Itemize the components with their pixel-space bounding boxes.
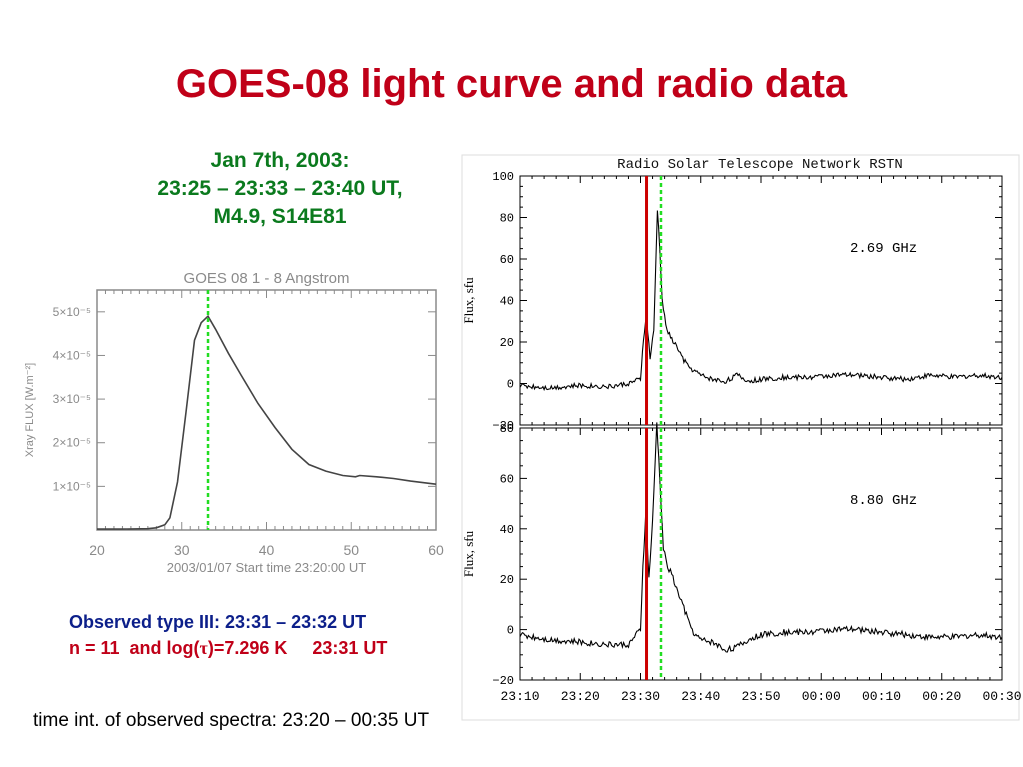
radio-880ghz-flux-trace [519, 422, 1003, 653]
radio-880ghz-y-tick-label: 0 [507, 624, 514, 638]
radio-269ghz-y-tick-label: 80 [500, 212, 514, 226]
radio-880ghz-y-tick-label: 80 [500, 422, 514, 436]
observed-type-iii: Observed type III: 23:31 – 23:32 UT [69, 612, 367, 632]
goes-plot-frame [96, 289, 437, 531]
spectra-time-note: time int. of observed spectra: 23:20 – 0… [33, 710, 430, 731]
radio-269ghz-flux-trace [519, 210, 1003, 392]
radio-880ghz-y-axis-label: Flux, sfu [461, 530, 476, 577]
tau-symbol: τ [199, 638, 208, 658]
goes-y-tick-label: 4×10⁻⁵ [53, 348, 91, 362]
radio-880ghz-x-tick-label: 00:10 [862, 689, 901, 704]
radio-269ghz-y-tick-label: 0 [507, 378, 514, 392]
radio-269ghz-y-tick-label: 40 [500, 295, 514, 309]
goes-x-tick-label: 60 [428, 542, 444, 558]
goes-y-tick-label: 1×10⁻⁵ [53, 479, 91, 493]
brightness-temperature-line: n = 11 and log(τ)=7.296 K 23:31 UT [69, 638, 387, 659]
slide-title: GOES-08 light curve and radio data [175, 62, 848, 106]
radio-269ghz-y-axis-label: Flux, sfu [461, 277, 476, 324]
goes-x-tick-label: 20 [89, 542, 105, 558]
radio-figure-border [461, 154, 1020, 721]
n-value: n = 11 and log( [69, 638, 200, 658]
radio-880ghz-x-tick-label: 23:30 [621, 689, 660, 704]
event-class-location: M4.9, S14E81 [213, 205, 347, 228]
goes-x-tick-label: 50 [343, 542, 359, 558]
goes-y-tick-label: 3×10⁻⁵ [53, 392, 91, 406]
radio-880ghz-y-tick-label: −20 [492, 674, 514, 688]
radio-880ghz-y-tick-label: 20 [500, 573, 514, 587]
event-info: Jan 7th, 2003: 23:25 – 23:33 – 23:40 UT,… [105, 147, 455, 231]
radio-880ghz-plot-frame [519, 427, 1003, 681]
goes-y-tick-label: 2×10⁻⁵ [53, 436, 91, 450]
radio-880ghz-x-tick-label: 23:40 [681, 689, 720, 704]
radio-269ghz-y-tick-label: 60 [500, 253, 514, 267]
goes-flux-line [97, 314, 437, 530]
radio-880ghz-y-tick-label: 60 [500, 472, 514, 486]
goes-y-axis-label: Xray FLUX [W.m⁻²] [24, 363, 36, 457]
goes-x-tick-label: 30 [174, 542, 190, 558]
radio-269ghz-y-tick-label: 100 [492, 170, 514, 184]
radio-880ghz-x-tick-label: 00:30 [982, 689, 1021, 704]
radio-880ghz-x-tick-label: 00:20 [922, 689, 961, 704]
log-value: )=7.296 K 23:31 UT [207, 638, 388, 658]
radio-880ghz-x-tick-label: 23:10 [500, 689, 539, 704]
goes-x-tick-label: 40 [259, 542, 275, 558]
radio-chart-title: Radio Solar Telescope Network RSTN [617, 157, 903, 173]
radio-880ghz-x-tick-label: 00:00 [802, 689, 841, 704]
goes-chart-title: GOES 08 1 - 8 Angstrom [184, 270, 350, 287]
goes-x-axis-label: 2003/01/07 Start time 23:20:00 UT [167, 560, 367, 575]
event-times: 23:25 – 23:33 – 23:40 UT, [157, 177, 403, 200]
goes-y-tick-label: 5×10⁻⁵ [53, 305, 91, 319]
radio-880ghz-x-tick-label: 23:50 [741, 689, 780, 704]
radio-269ghz-y-tick-label: −20 [492, 419, 514, 433]
radio-880ghz-y-tick-label: 40 [500, 523, 514, 537]
radio-880ghz-x-tick-label: 23:20 [561, 689, 600, 704]
radio-880ghz-frequency-label: 8.80 GHz [850, 493, 917, 509]
radio-269ghz-frequency-label: 2.69 GHz [850, 241, 917, 257]
event-date: Jan 7th, 2003: [210, 149, 350, 172]
radio-269ghz-y-tick-label: 20 [500, 336, 514, 350]
